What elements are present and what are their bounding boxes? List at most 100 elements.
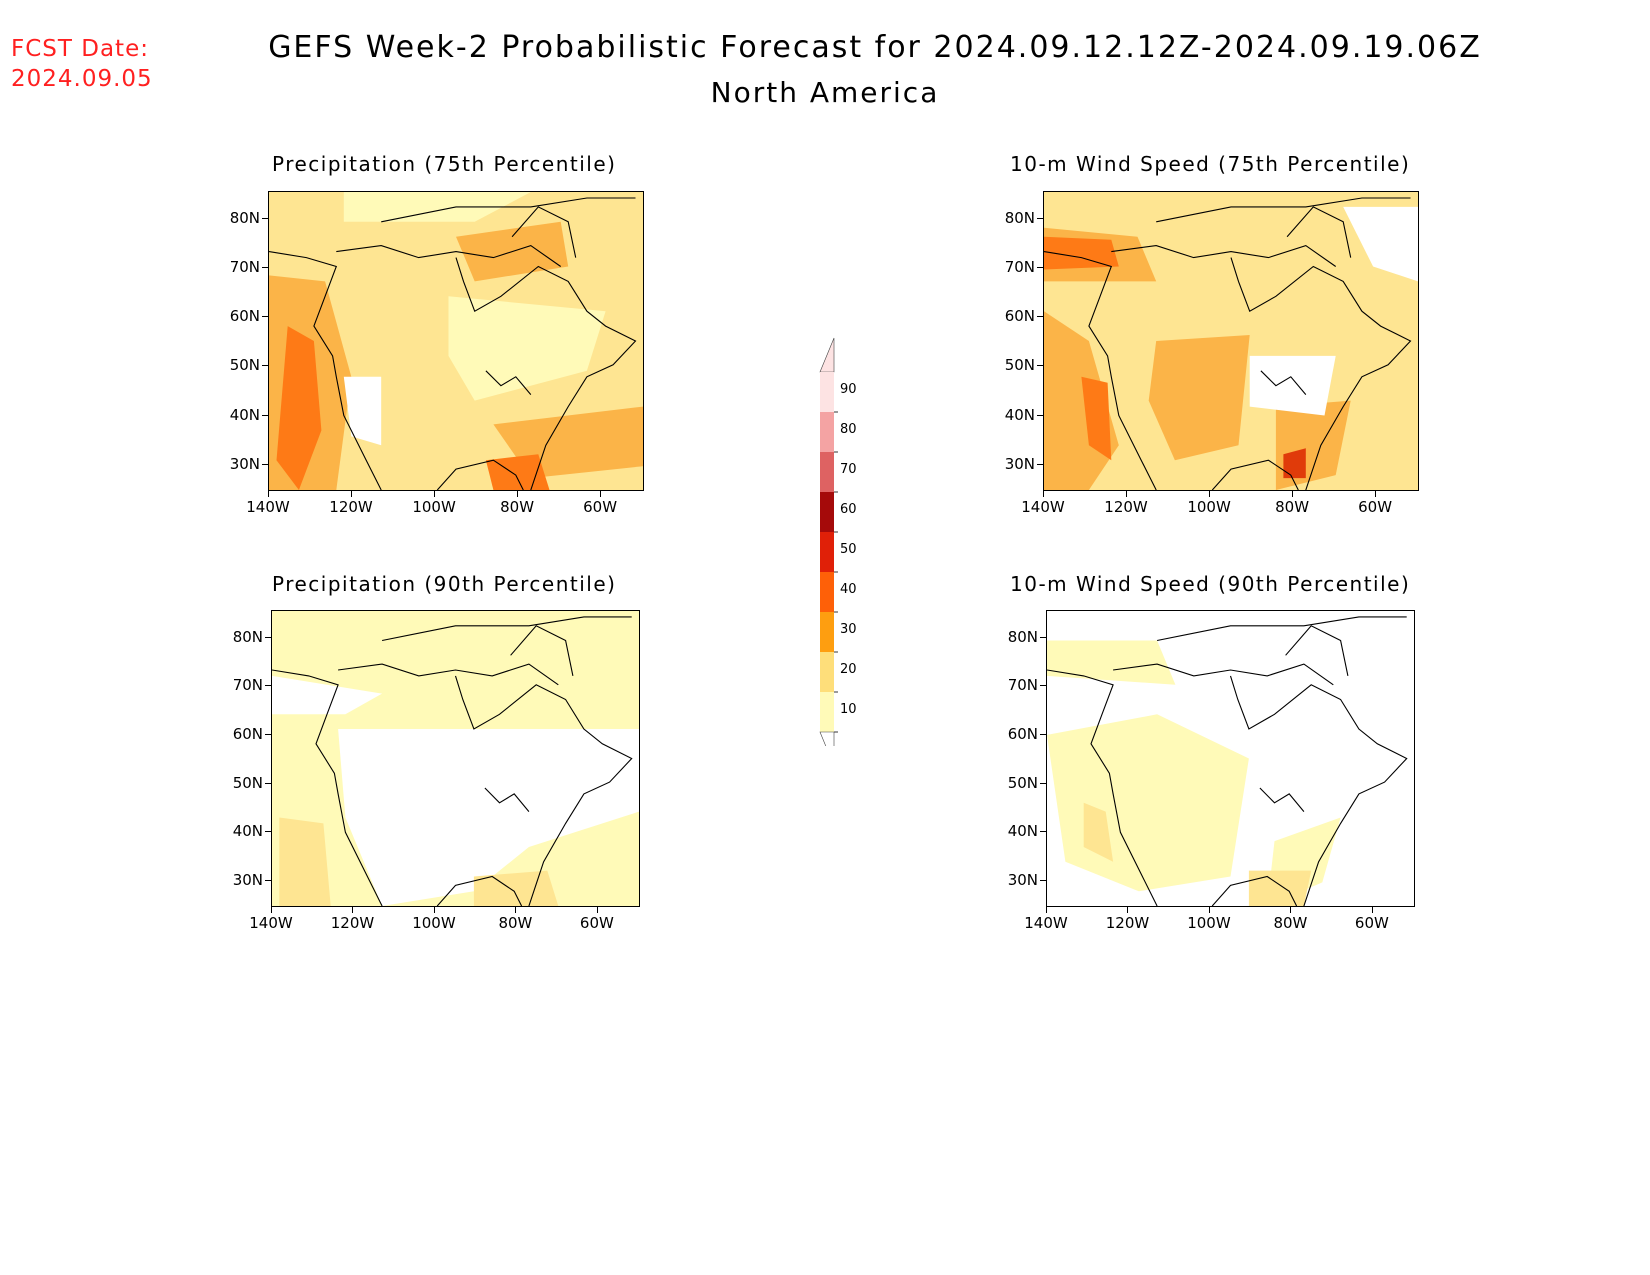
lat-label: 40N bbox=[1007, 822, 1038, 841]
lat-tick bbox=[1037, 414, 1044, 416]
lat-tick bbox=[1037, 217, 1044, 219]
lon-label: 100W bbox=[1187, 914, 1231, 932]
lon-label: 60W bbox=[1358, 498, 1393, 516]
shaded-region bbox=[272, 675, 383, 715]
lon-tick bbox=[1290, 907, 1292, 913]
colorbar-level-label: 60 bbox=[840, 502, 857, 517]
colorbar-cap-top bbox=[819, 337, 835, 373]
map-svg bbox=[1047, 611, 1414, 906]
lat-tick bbox=[262, 463, 269, 465]
shaded-region bbox=[343, 376, 382, 446]
lon-label: 60W bbox=[583, 498, 618, 516]
coastline bbox=[272, 669, 383, 906]
colorbar-level-label: 30 bbox=[840, 622, 857, 637]
shaded-region bbox=[485, 454, 550, 490]
colorbar-level-label: 40 bbox=[840, 582, 857, 597]
map-svg bbox=[272, 611, 639, 906]
lat-label: 50N bbox=[229, 356, 260, 375]
lon-tick bbox=[1292, 491, 1294, 497]
lon-tick bbox=[515, 907, 517, 913]
lat-tick bbox=[1040, 685, 1047, 687]
lat-label: 30N bbox=[232, 870, 263, 889]
shaded-region bbox=[1283, 448, 1306, 479]
colorbar-level-label: 80 bbox=[840, 422, 857, 437]
coastline bbox=[1286, 206, 1352, 258]
shaded-region bbox=[1081, 376, 1112, 461]
coastline bbox=[454, 675, 633, 906]
lat-tick bbox=[262, 316, 269, 318]
coastline bbox=[1230, 257, 1412, 490]
lat-label: 50N bbox=[1007, 773, 1038, 792]
lon-tick bbox=[351, 491, 353, 497]
shaded-region bbox=[473, 870, 559, 906]
lat-label: 30N bbox=[1007, 870, 1038, 889]
lon-tick bbox=[268, 491, 269, 497]
lat-tick bbox=[265, 782, 272, 784]
shaded-region bbox=[1083, 802, 1114, 862]
lon-tick bbox=[1126, 491, 1128, 497]
coastline bbox=[1260, 370, 1307, 395]
lat-tick bbox=[1037, 463, 1044, 465]
shaded-region bbox=[279, 817, 331, 906]
lat-tick bbox=[1040, 831, 1047, 833]
lat-tick bbox=[262, 365, 269, 367]
coastline bbox=[1229, 675, 1408, 906]
coastline bbox=[1259, 787, 1305, 812]
lat-label: 70N bbox=[229, 257, 260, 276]
coastline bbox=[269, 251, 382, 490]
lon-label: 80W bbox=[500, 498, 535, 516]
lat-label: 40N bbox=[1004, 405, 1035, 424]
lon-tick bbox=[1043, 491, 1044, 497]
colorbar-level-label: 70 bbox=[840, 462, 857, 477]
lat-tick bbox=[1037, 316, 1044, 318]
shaded-region bbox=[448, 296, 606, 401]
lat-tick bbox=[265, 636, 272, 638]
coastline bbox=[1156, 197, 1411, 223]
lat-tick bbox=[1040, 733, 1047, 735]
coastline bbox=[1211, 459, 1299, 490]
map-svg bbox=[1044, 192, 1418, 490]
lat-tick bbox=[1040, 636, 1047, 638]
lon-label: 60W bbox=[579, 914, 614, 932]
coastline bbox=[1285, 625, 1349, 677]
lon-label: 140W bbox=[246, 498, 290, 516]
coastline bbox=[1211, 875, 1298, 906]
lat-label: 60N bbox=[229, 307, 260, 326]
lat-label: 30N bbox=[1004, 454, 1035, 473]
shaded-region bbox=[1047, 640, 1176, 685]
shaded-region bbox=[1343, 206, 1418, 282]
lon-tick bbox=[271, 907, 272, 913]
lon-label: 120W bbox=[329, 498, 373, 516]
lat-tick bbox=[265, 879, 272, 881]
lat-label: 80N bbox=[232, 627, 263, 646]
coastline bbox=[511, 206, 577, 258]
lat-tick bbox=[1037, 365, 1044, 367]
lat-tick bbox=[262, 266, 269, 268]
coastline bbox=[381, 616, 632, 642]
coastline bbox=[485, 370, 532, 395]
panel-title-wind-75: 10-m Wind Speed (75th Percentile) bbox=[1010, 152, 1411, 176]
lon-label: 80W bbox=[1275, 498, 1310, 516]
lat-label: 70N bbox=[232, 676, 263, 695]
shaded-region bbox=[343, 192, 531, 222]
lon-label: 140W bbox=[249, 914, 293, 932]
colorbar-level-label: 50 bbox=[840, 542, 857, 557]
lat-tick bbox=[1040, 782, 1047, 784]
lon-label: 80W bbox=[1273, 914, 1308, 932]
lat-label: 80N bbox=[229, 208, 260, 227]
colorbar-swatch bbox=[820, 572, 834, 612]
lat-label: 40N bbox=[232, 822, 263, 841]
lat-label: 40N bbox=[229, 405, 260, 424]
fcst-date-label: FCST Date: bbox=[11, 36, 149, 62]
lat-label: 50N bbox=[1004, 356, 1035, 375]
colorbar-swatch bbox=[820, 612, 834, 652]
shaded-region bbox=[338, 729, 639, 906]
lat-tick bbox=[1037, 266, 1044, 268]
map-precip-90 bbox=[271, 610, 640, 907]
panel-title-precip-90: Precipitation (90th Percentile) bbox=[272, 572, 617, 596]
colorbar-level-label: 90 bbox=[840, 382, 857, 397]
colorbar-swatch bbox=[820, 372, 834, 412]
colorbar-swatch bbox=[820, 532, 834, 572]
lat-label: 80N bbox=[1004, 208, 1035, 227]
shaded-region bbox=[276, 326, 322, 490]
